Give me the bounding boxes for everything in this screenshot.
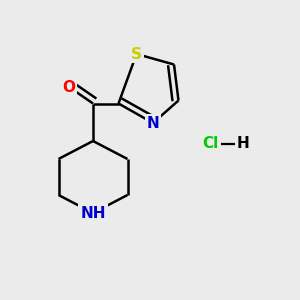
- Text: H: H: [237, 136, 249, 152]
- Text: N: N: [147, 116, 159, 130]
- Text: S: S: [131, 46, 142, 62]
- Text: NH: NH: [80, 206, 106, 220]
- Text: Cl: Cl: [202, 136, 218, 152]
- Text: O: O: [62, 80, 76, 94]
